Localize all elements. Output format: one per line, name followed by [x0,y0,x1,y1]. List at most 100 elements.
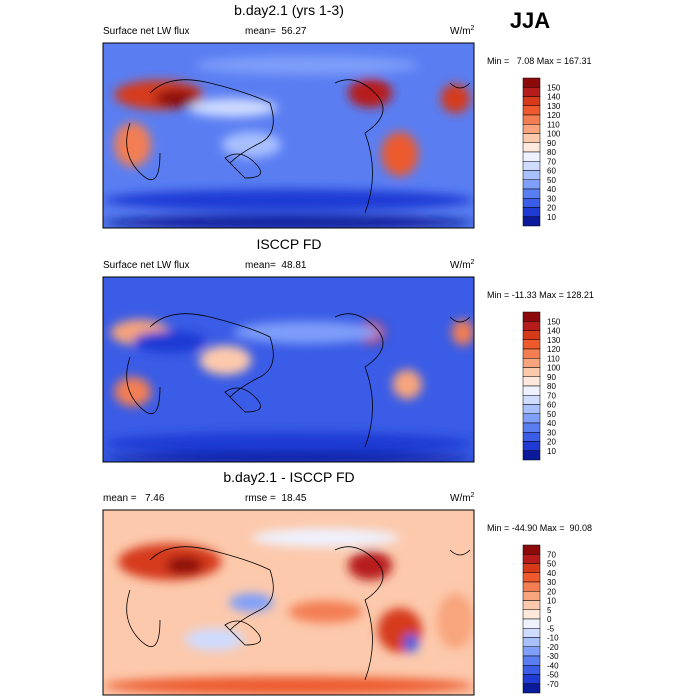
field-blob [403,633,419,653]
colorbar-box [522,311,541,322]
map-field [103,55,474,228]
colorbar-label: 60 [547,401,556,410]
colorbar-box [522,367,541,377]
colorbar-box [522,665,541,675]
colorbar-label: -5 [547,624,555,633]
colorbar-label: 50 [547,410,556,419]
map-field [103,528,474,695]
colorbar-box [522,450,541,461]
field-blob [199,345,252,376]
colorbar-box [522,321,541,331]
field-blob [288,600,363,623]
field-blob [184,628,244,651]
colorbar-label: 80 [547,382,556,391]
colorbar-label: 70 [547,391,556,400]
field-blob [114,376,152,407]
colorbar-label: -10 [547,634,559,643]
field-blob [251,528,400,547]
panel-title: ISCCP FD [256,236,321,252]
units: W/m2 [450,492,475,504]
units-exponent: 2 [471,492,475,499]
colorbar-box [522,618,541,629]
colorbar-box [522,441,541,451]
colorbar-label: 90 [547,139,556,148]
colorbar-label: 5 [547,606,552,615]
colorbar-box [522,655,541,666]
field-blob [103,432,474,455]
colorbar-label: 20 [547,587,556,596]
field-blob [103,215,474,228]
field-blob [381,131,419,177]
colorbar-label: 50 [547,560,556,569]
panel: b.day2.1 (yrs 1-3) Surface net LW flux mea… [102,2,592,229]
field-blob [103,189,474,212]
panel: ISCCP FD Surface net LW flux mean= 48.81 W/… [102,236,594,463]
colorbar-box [522,151,541,162]
colorbar-box [522,385,541,396]
colorbar-box [522,376,541,387]
colorbar-box [522,77,541,88]
colorbar-box [522,179,541,190]
colorbar-label: -30 [547,652,559,661]
field-blob [232,321,382,344]
colorbar-box [522,413,541,424]
colorbar-box [522,628,541,638]
coastline [126,546,471,681]
colorbar-box [522,646,541,657]
colorbar-label: 150 [547,83,561,92]
colorbar-label: 20 [547,438,556,447]
center-label: mean= 48.81 [245,260,307,271]
colorbar-box [522,339,541,350]
colorbar-box [522,563,541,573]
colorbar-box [522,554,541,564]
map [103,43,474,228]
colorbar-label: 140 [547,93,561,102]
field-blob [188,98,278,117]
colorbar-box [522,395,541,405]
colorbar-box [522,330,541,340]
field-blob [347,550,393,581]
colorbar-box [522,432,541,442]
colorbar-box [522,207,541,217]
center-label: rmse = 18.45 [245,493,307,504]
map-frame [102,42,475,229]
colorbar-box [522,105,541,116]
colorbar-box [522,581,541,592]
colorbar-label: 60 [547,167,556,176]
map-background [103,277,474,462]
min-max: Min = -11.33 Max = 128.21 [487,290,594,300]
colorbar-label: 70 [547,550,556,559]
colorbar-label: 130 [547,336,561,345]
field-blob [347,78,393,108]
units-base: W/m [450,26,471,37]
colorbar-label: 0 [547,615,552,624]
map-frame [102,509,475,696]
season-label: JJA [510,8,550,33]
left-label: Surface net LW flux [103,260,190,271]
colorbar-label: 150 [547,317,561,326]
colorbar-box [522,404,541,414]
colorbar-box [522,591,541,601]
colorbar-label: 50 [547,176,556,185]
colorbar-label: 80 [547,148,556,157]
colorbar-label: 40 [547,419,556,428]
colorbar-label: 10 [547,213,556,222]
colorbar-label: 110 [547,354,560,363]
colorbar-label: 110 [547,120,560,129]
units-base: W/m [450,493,471,504]
colorbar-label: 130 [547,102,561,111]
left-label: mean = 7.46 [103,493,165,504]
colorbar-box [522,96,541,106]
map [103,510,474,695]
panel-title: b.day2.1 - ISCCP FD [223,469,354,485]
coastline [126,79,471,214]
units: W/m2 [450,25,475,37]
map-field [103,319,474,462]
map-frame [102,276,475,463]
colorbar-label: 100 [547,364,561,373]
field-blob [103,676,474,695]
field-blob [103,452,474,462]
colorbar-label: -50 [547,671,559,680]
colorbar-box [522,188,541,199]
